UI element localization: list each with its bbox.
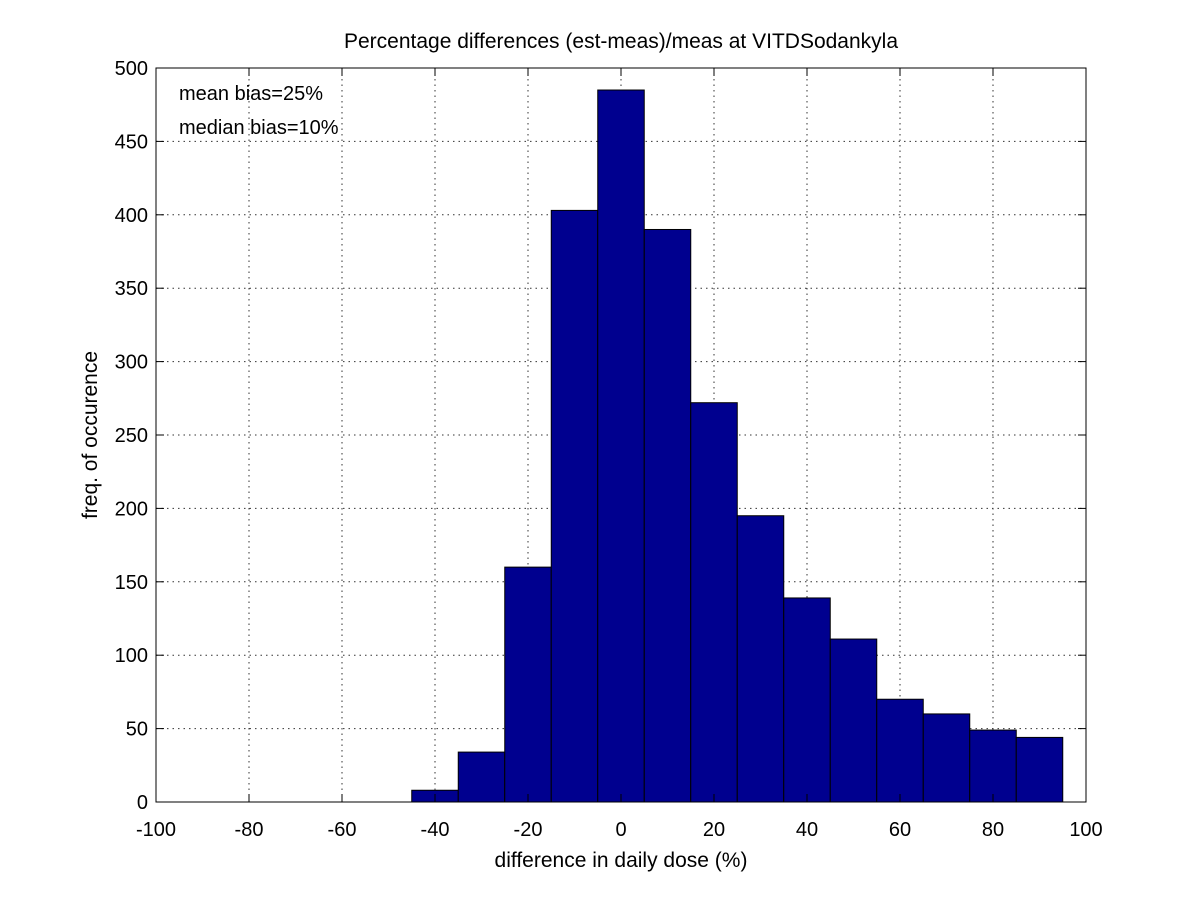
x-tick-label: -40 [421,819,450,841]
x-tick-label: 40 [796,819,818,841]
histogram-bar [1015,736,1064,803]
x-tick-label: 80 [982,819,1004,841]
histogram-bar [783,597,831,803]
histogram-bar [690,402,738,803]
x-tick-label: -80 [235,819,264,841]
x-tick-label: 20 [703,819,725,841]
y-tick-label: 200 [115,498,148,520]
y-tick-label: 50 [126,719,148,741]
annotation-mean-bias: mean bias=25% [179,83,323,105]
histogram-bar [922,713,971,803]
x-tick-label: -100 [136,819,176,841]
histogram-bar [643,228,692,803]
chart-title: Percentage differences (est-meas)/meas a… [344,30,898,53]
histogram-bar [829,638,878,803]
y-tick-label: 0 [137,792,148,814]
bars [411,89,1064,803]
y-tick-label: 500 [115,58,148,80]
x-tick-label: -20 [514,819,543,841]
y-tick-label: 350 [115,278,148,300]
y-tick-label: 150 [115,572,148,594]
x-tick-label: 0 [615,819,626,841]
x-tick-label: -60 [328,819,357,841]
y-tick-label: 250 [115,425,148,447]
ticks: -100 -80 -60 -40 -20 0 20 40 60 80 100 0 50 100 150 200… [115,58,1103,841]
y-tick-label: 100 [115,645,148,667]
y-tick-label: 400 [115,205,148,227]
histogram-bar [550,209,599,803]
histogram-bar [457,751,506,803]
y-axis-label: freq. of occurence [79,351,102,519]
annotation-median-bias: median bias=10% [179,117,339,139]
histogram-bar [736,515,785,803]
histogram-bar [504,566,552,803]
histogram-bar [597,89,645,803]
y-tick-label: 300 [115,352,148,374]
histogram-bar [969,729,1017,803]
y-tick-label: 450 [115,131,148,153]
histogram-bar [876,698,924,803]
x-tick-label: 100 [1069,819,1102,841]
x-axis-label: difference in daily dose (%) [495,849,748,872]
x-tick-label: 60 [889,819,911,841]
